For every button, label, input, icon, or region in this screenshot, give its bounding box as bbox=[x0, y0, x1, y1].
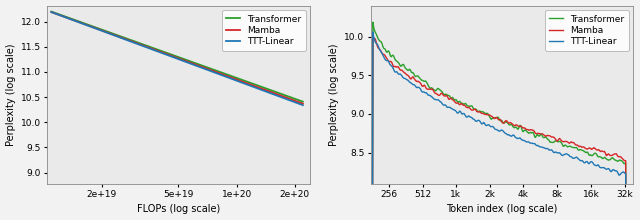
TTT-Linear bbox=[434, 98, 442, 101]
Transformer bbox=[202, 65, 209, 68]
Mamba bbox=[47, 11, 55, 13]
Legend: Transformer, Mamba, TTT-Linear: Transformer, Mamba, TTT-Linear bbox=[545, 10, 629, 51]
TTT-Linear bbox=[299, 104, 307, 106]
Transformer bbox=[560, 145, 568, 148]
Mamba bbox=[299, 102, 307, 105]
X-axis label: FLOPs (log scale): FLOPs (log scale) bbox=[137, 204, 220, 214]
Mamba bbox=[197, 65, 205, 68]
Mamba bbox=[259, 88, 267, 91]
TTT-Linear bbox=[47, 11, 55, 13]
TTT-Linear bbox=[518, 139, 526, 141]
TTT-Linear bbox=[560, 154, 568, 156]
Line: TTT-Linear: TTT-Linear bbox=[51, 12, 303, 105]
Line: TTT-Linear: TTT-Linear bbox=[372, 32, 626, 220]
TTT-Linear bbox=[413, 86, 421, 89]
Line: Transformer: Transformer bbox=[372, 22, 626, 220]
TTT-Linear bbox=[369, 31, 377, 33]
Transformer bbox=[275, 92, 283, 95]
X-axis label: Token index (log scale): Token index (log scale) bbox=[446, 204, 557, 214]
TTT-Linear bbox=[538, 146, 546, 149]
TTT-Linear bbox=[197, 66, 205, 69]
Mamba bbox=[560, 140, 568, 143]
Line: Mamba: Mamba bbox=[51, 12, 303, 104]
Mamba bbox=[369, 33, 377, 36]
TTT-Linear bbox=[484, 124, 492, 126]
Transformer bbox=[538, 134, 546, 137]
Transformer bbox=[196, 64, 204, 66]
Line: Mamba: Mamba bbox=[372, 35, 626, 220]
Line: Transformer: Transformer bbox=[51, 12, 303, 102]
TTT-Linear bbox=[275, 95, 283, 98]
Y-axis label: Perplexity (log scale): Perplexity (log scale) bbox=[329, 43, 339, 146]
Transformer bbox=[413, 75, 421, 77]
Legend: Transformer, Mamba, TTT-Linear: Transformer, Mamba, TTT-Linear bbox=[221, 10, 306, 51]
Transformer bbox=[299, 100, 307, 103]
Transformer bbox=[197, 64, 205, 66]
Y-axis label: Perplexity (log scale): Perplexity (log scale) bbox=[6, 43, 15, 146]
Transformer bbox=[259, 86, 267, 89]
TTT-Linear bbox=[259, 89, 267, 92]
Mamba bbox=[518, 126, 526, 129]
Mamba bbox=[413, 80, 421, 83]
TTT-Linear bbox=[49, 11, 56, 14]
Mamba bbox=[196, 65, 204, 68]
Transformer bbox=[518, 129, 526, 132]
Transformer bbox=[47, 10, 55, 13]
Transformer bbox=[49, 11, 56, 13]
Mamba bbox=[434, 94, 442, 96]
Transformer bbox=[434, 87, 442, 90]
Mamba bbox=[202, 67, 209, 70]
Transformer bbox=[484, 112, 492, 115]
Transformer bbox=[369, 21, 377, 24]
TTT-Linear bbox=[202, 68, 209, 70]
Mamba bbox=[484, 113, 492, 116]
Mamba bbox=[538, 132, 546, 135]
Mamba bbox=[275, 94, 283, 96]
Mamba bbox=[49, 11, 56, 14]
TTT-Linear bbox=[196, 66, 204, 68]
